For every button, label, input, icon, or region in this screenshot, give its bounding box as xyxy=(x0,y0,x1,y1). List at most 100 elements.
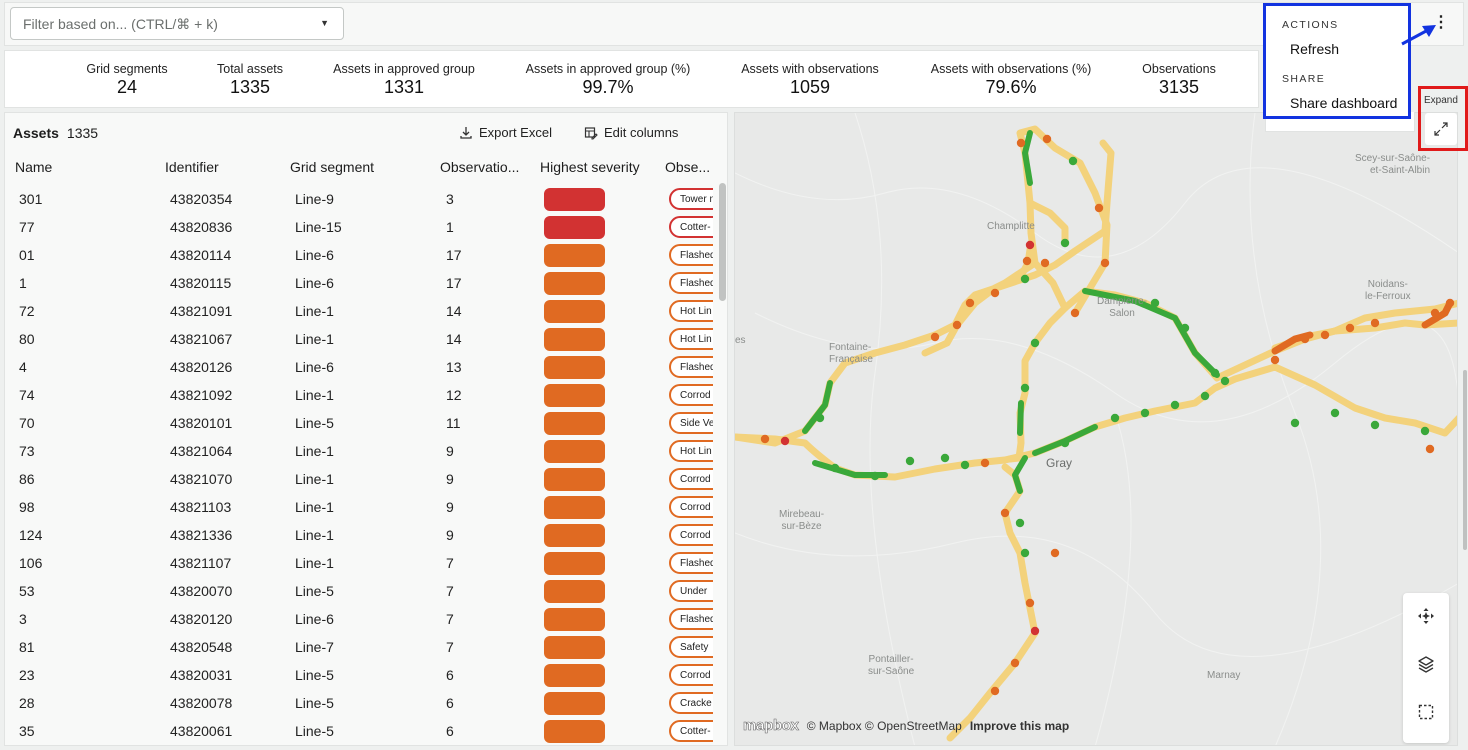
column-header-observation-types[interactable]: Obse... xyxy=(665,159,711,175)
asset-marker[interactable] xyxy=(990,288,1000,298)
asset-marker[interactable] xyxy=(1040,258,1050,268)
asset-marker[interactable] xyxy=(1320,330,1330,340)
asset-marker[interactable] xyxy=(1430,308,1440,318)
column-header-observations[interactable]: Observatio... xyxy=(440,159,520,175)
asset-marker[interactable] xyxy=(1060,438,1070,448)
table-row[interactable]: 53 43820070 Line-5 7 Under xyxy=(5,577,713,605)
asset-marker[interactable] xyxy=(1330,408,1340,418)
asset-marker[interactable] xyxy=(1050,548,1060,558)
asset-marker[interactable] xyxy=(1016,138,1026,148)
asset-marker[interactable] xyxy=(1210,368,1220,378)
power-line-segment[interactable] xyxy=(1017,400,1024,436)
asset-marker[interactable] xyxy=(815,413,825,423)
asset-marker[interactable] xyxy=(1030,626,1040,636)
refresh-menu-item[interactable]: Refresh xyxy=(1290,41,1340,57)
asset-marker[interactable] xyxy=(980,458,990,468)
asset-marker[interactable] xyxy=(965,298,975,308)
asset-marker[interactable] xyxy=(1445,298,1455,308)
power-line[interactable] xyxy=(735,363,1458,481)
power-line-segment[interactable] xyxy=(1012,455,1028,494)
asset-marker[interactable] xyxy=(870,471,880,481)
power-line[interactable] xyxy=(1026,199,1069,247)
asset-marker[interactable] xyxy=(1345,323,1355,333)
asset-marker[interactable] xyxy=(760,434,770,444)
asset-marker[interactable] xyxy=(1025,240,1035,250)
asset-marker[interactable] xyxy=(1022,256,1032,266)
power-line[interactable] xyxy=(921,259,1039,357)
table-row[interactable]: 80 43821067 Line-1 14 Hot Lin xyxy=(5,325,713,353)
table-row[interactable]: 23 43820031 Line-5 6 Corrod xyxy=(5,661,713,689)
expand-button[interactable] xyxy=(1425,113,1457,145)
asset-marker[interactable] xyxy=(1000,508,1010,518)
asset-marker[interactable] xyxy=(1150,298,1160,308)
power-line[interactable] xyxy=(1331,299,1458,335)
mapbox-logo[interactable]: mapbox xyxy=(743,717,800,735)
column-header-name[interactable]: Name xyxy=(15,159,53,175)
asset-marker[interactable] xyxy=(1170,400,1180,410)
asset-marker[interactable] xyxy=(1140,408,1150,418)
table-row[interactable]: 77 43820836 Line-15 1 Cotter- xyxy=(5,213,713,241)
asset-marker[interactable] xyxy=(1020,383,1030,393)
asset-marker[interactable] xyxy=(1270,355,1280,365)
asset-marker[interactable] xyxy=(1060,238,1070,248)
asset-marker[interactable] xyxy=(1025,598,1035,608)
asset-marker[interactable] xyxy=(1290,418,1300,428)
asset-marker[interactable] xyxy=(1030,338,1040,348)
asset-marker[interactable] xyxy=(1110,413,1120,423)
asset-marker[interactable] xyxy=(1010,658,1020,668)
asset-marker[interactable] xyxy=(952,320,962,330)
asset-marker[interactable] xyxy=(1420,426,1430,436)
asset-marker[interactable] xyxy=(1370,420,1380,430)
asset-marker[interactable] xyxy=(1180,323,1190,333)
power-line-segment[interactable] xyxy=(802,380,833,434)
table-row[interactable]: 124 43821336 Line-1 9 Corrod xyxy=(5,521,713,549)
table-row[interactable]: 72 43821091 Line-1 14 Hot Lin xyxy=(5,297,713,325)
power-line[interactable] xyxy=(1016,125,1111,317)
power-line[interactable] xyxy=(946,463,1039,742)
table-row[interactable]: 1 43820115 Line-6 17 Flashed xyxy=(5,269,713,297)
select-box-icon[interactable] xyxy=(1416,702,1436,722)
asset-marker[interactable] xyxy=(1020,274,1030,284)
asset-marker[interactable] xyxy=(1020,548,1030,558)
asset-marker[interactable] xyxy=(1370,318,1380,328)
table-row[interactable]: 98 43821103 Line-1 9 Corrod xyxy=(5,493,713,521)
copyright-text[interactable]: © Mapbox © OpenStreetMap xyxy=(806,718,962,733)
improve-map-link[interactable]: Improve this map xyxy=(969,718,1070,733)
power-line-segment[interactable] xyxy=(1082,288,1220,378)
asset-marker[interactable] xyxy=(1094,203,1104,213)
asset-marker[interactable] xyxy=(1200,391,1210,401)
asset-marker[interactable] xyxy=(940,453,950,463)
asset-marker[interactable] xyxy=(830,463,840,473)
share-dashboard-menu-item[interactable]: Share dashboard xyxy=(1290,95,1398,111)
asset-marker[interactable] xyxy=(1220,376,1230,386)
table-row[interactable]: 35 43820061 Line-5 6 Cotter- xyxy=(5,717,713,745)
table-row[interactable]: 01 43820114 Line-6 17 Flashed xyxy=(5,241,713,269)
page-scrollbar[interactable] xyxy=(1463,370,1467,550)
table-row[interactable]: 86 43821070 Line-1 9 Corrod xyxy=(5,465,713,493)
asset-marker[interactable] xyxy=(930,332,940,342)
asset-marker[interactable] xyxy=(1015,518,1025,528)
asset-marker[interactable] xyxy=(1042,134,1052,144)
column-header-grid-segment[interactable]: Grid segment xyxy=(290,159,375,175)
power-line-segment[interactable] xyxy=(1022,130,1033,186)
asset-marker[interactable] xyxy=(1425,444,1435,454)
asset-marker[interactable] xyxy=(1300,334,1310,344)
layers-icon[interactable] xyxy=(1416,654,1436,674)
table-row[interactable]: 106 43821107 Line-1 7 Flashed xyxy=(5,549,713,577)
table-row[interactable]: 81 43820548 Line-7 7 Safety xyxy=(5,633,713,661)
export-excel-button[interactable]: Export Excel xyxy=(459,125,552,140)
map-panel[interactable]: Champlitte Dampierre- Salon Fontaine- Fr… xyxy=(734,112,1458,746)
asset-marker[interactable] xyxy=(990,686,1000,696)
table-row[interactable]: 73 43821064 Line-1 9 Hot Lin xyxy=(5,437,713,465)
edit-columns-button[interactable]: Edit columns xyxy=(584,125,678,140)
map-canvas[interactable] xyxy=(735,113,1458,746)
table-row[interactable]: 70 43820101 Line-5 11 Side Ve xyxy=(5,409,713,437)
table-row[interactable]: 3 43820120 Line-6 7 Flashed xyxy=(5,605,713,633)
table-row[interactable]: 4 43820126 Line-6 13 Flashed xyxy=(5,353,713,381)
table-row[interactable]: 28 43820078 Line-5 6 Cracke xyxy=(5,689,713,717)
asset-marker[interactable] xyxy=(780,436,790,446)
asset-marker[interactable] xyxy=(905,456,915,466)
table-row[interactable]: 301 43820354 Line-9 3 Tower n xyxy=(5,185,713,213)
asset-marker[interactable] xyxy=(1100,258,1110,268)
asset-marker[interactable] xyxy=(1070,308,1080,318)
